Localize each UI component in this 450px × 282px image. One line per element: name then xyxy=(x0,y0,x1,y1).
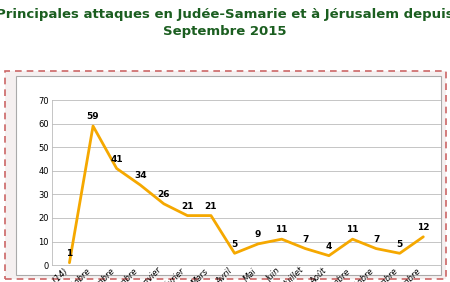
Text: 21: 21 xyxy=(181,202,194,211)
Text: 7: 7 xyxy=(373,235,379,244)
Text: 9: 9 xyxy=(255,230,261,239)
Text: Principales attaques en Judée-Samarie et à Jérusalem depuis
Septembre 2015: Principales attaques en Judée-Samarie et… xyxy=(0,8,450,38)
Text: 34: 34 xyxy=(134,171,147,180)
Text: 1: 1 xyxy=(66,249,72,258)
Text: 7: 7 xyxy=(302,235,309,244)
Text: 5: 5 xyxy=(231,240,238,249)
FancyBboxPatch shape xyxy=(4,70,446,279)
Text: 21: 21 xyxy=(205,202,217,211)
Text: 26: 26 xyxy=(158,190,170,199)
Text: 5: 5 xyxy=(396,240,403,249)
Text: 11: 11 xyxy=(275,225,288,234)
Text: 12: 12 xyxy=(417,223,430,232)
Text: 59: 59 xyxy=(87,112,99,121)
Text: 41: 41 xyxy=(110,155,123,164)
Text: 4: 4 xyxy=(326,242,332,251)
FancyBboxPatch shape xyxy=(16,76,441,275)
Text: 11: 11 xyxy=(346,225,359,234)
